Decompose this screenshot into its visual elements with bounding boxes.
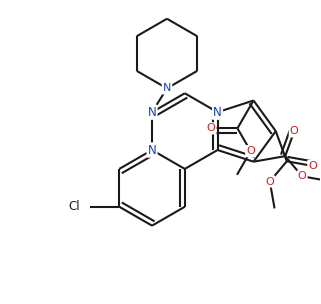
Text: N: N xyxy=(148,143,156,157)
Text: O: O xyxy=(207,123,215,133)
Text: N: N xyxy=(148,106,156,119)
Text: Cl: Cl xyxy=(69,200,80,213)
Text: N: N xyxy=(163,83,171,93)
Text: N: N xyxy=(213,106,222,119)
Text: O: O xyxy=(290,126,299,136)
Text: O: O xyxy=(246,146,255,156)
Text: O: O xyxy=(265,177,274,187)
Text: O: O xyxy=(298,171,307,181)
Text: O: O xyxy=(308,161,317,171)
